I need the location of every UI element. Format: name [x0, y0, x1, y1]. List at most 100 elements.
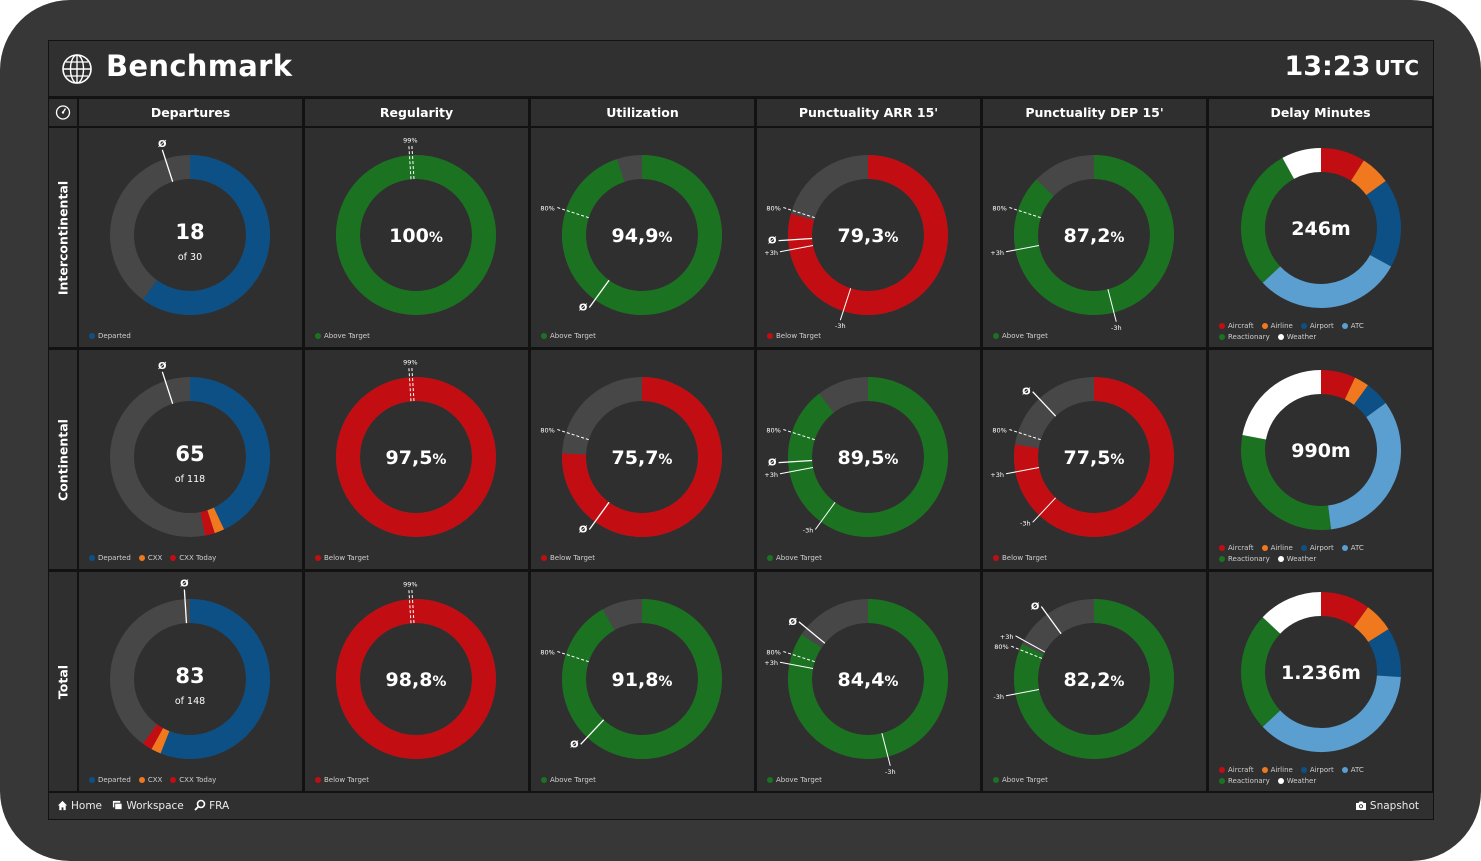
- legend-swatch: [1277, 778, 1284, 784]
- legend-item-airport: Airport: [1300, 765, 1334, 776]
- marker-3h-label: +3h: [990, 471, 1004, 479]
- snapshot-label: Snapshot: [1369, 800, 1419, 812]
- marker-80-label: 80%: [994, 643, 1008, 651]
- legend-item-airport: Airport: [1300, 321, 1334, 332]
- panel-total-utilization[interactable]: 80% Ø 91,8% Above Target: [531, 572, 754, 791]
- marker-3h-line: [814, 502, 836, 530]
- marker-3h-label: -3h: [803, 526, 814, 534]
- legend-swatch: [1219, 778, 1225, 784]
- legend: Departed CXX CXX Today: [89, 776, 224, 784]
- page-title: Benchmark: [106, 49, 293, 83]
- marker-3h-line: [1005, 689, 1040, 697]
- panel-continental-utilization[interactable]: 80% Ø 75,7% Below Target: [531, 350, 754, 569]
- marker-average-label: Ø: [1031, 601, 1040, 613]
- donut-value-arc: [336, 155, 496, 315]
- center-value: 1.236m: [1281, 662, 1361, 684]
- globe-icon[interactable]: [61, 53, 93, 85]
- panel-intercontinental-departures[interactable]: Ø 18 of 30 Departed: [79, 128, 302, 347]
- marker-80-line: [1010, 645, 1043, 659]
- dashboard: Benchmark 13:23 UTC Departures Regularity U…: [48, 40, 1434, 820]
- panel-continental-punctuality-dep-15[interactable]: Ø 80% +3h -3h 77,5% Below Target: [983, 350, 1206, 569]
- clock: 13:23 UTC: [1284, 51, 1419, 82]
- legend-swatch: [1341, 767, 1348, 773]
- legend-item-departed: Departed: [89, 554, 131, 562]
- panel-total-punctuality-dep-15[interactable]: Ø +3h 80% -3h 82,2% Above Target: [983, 572, 1206, 791]
- marker-99-label: 99%: [403, 137, 417, 145]
- marker-80-label: 80%: [540, 204, 554, 212]
- legend-label: Below Target: [550, 554, 595, 562]
- panel-continental-departures[interactable]: Ø 65 of 118 Departed CXX CXX Today: [79, 350, 302, 569]
- panel-intercontinental-utilization[interactable]: 80% Ø 94,9% Above Target: [531, 128, 754, 347]
- panel-continental-regularity[interactable]: 99% 97,5% Below Target: [305, 350, 528, 569]
- legend-label: Below Target: [1002, 554, 1047, 562]
- marker-80-line: [1008, 428, 1041, 441]
- marker-average-line: [580, 719, 605, 745]
- panel-intercontinental-punctuality-arr-15[interactable]: 80% Ø +3h -3h 79,3% Below Target: [757, 128, 980, 347]
- donut-chart: Ø 83 of 148: [110, 578, 270, 759]
- row-header-label: Continental: [55, 418, 71, 501]
- legend-swatch: [541, 333, 547, 339]
- legend-label: Above Target: [776, 554, 822, 562]
- segment-cxx: [151, 727, 170, 754]
- panel-intercontinental-regularity[interactable]: 99% 100% Above Target: [305, 128, 528, 347]
- clock-time: 13:23: [1284, 51, 1371, 82]
- marker-80-label: 80%: [992, 204, 1006, 212]
- panel-total-departures[interactable]: Ø 83 of 148 Departed CXX CXX Today: [79, 572, 302, 791]
- marker-3h-label: +3h: [764, 659, 778, 667]
- row-header-label: Total: [55, 664, 71, 699]
- marker-average-line: [161, 371, 174, 404]
- column-header-punctuality-dep-15: Punctuality DEP 15': [983, 99, 1206, 126]
- marker-80-label: 80%: [540, 426, 554, 434]
- center-value-number: 87,2: [1064, 225, 1111, 247]
- home-link[interactable]: Home: [57, 800, 105, 812]
- segment-reactionary: [1241, 435, 1332, 530]
- legend-label: CXX Today: [179, 776, 217, 784]
- segment-weather: [1242, 370, 1322, 441]
- donut-value-arc: [336, 377, 496, 537]
- legend-label: Reactionary: [1228, 777, 1270, 785]
- legend-swatch: [1261, 545, 1268, 551]
- segment-departed: [160, 599, 270, 759]
- legend-swatch: [1277, 334, 1284, 340]
- column-header-delay-minutes: Delay Minutes: [1209, 99, 1432, 126]
- legend-swatch: [993, 333, 999, 339]
- marker-3h-line: [1005, 467, 1040, 475]
- legend-swatch: [138, 555, 145, 561]
- panel-total-delay-minutes[interactable]: 1.236m Aircraft Airline Airport ATC Reactiona…: [1209, 572, 1432, 791]
- center-value: 87,2%: [1064, 225, 1125, 247]
- center-value: 89,5%: [838, 447, 899, 469]
- workspace-link[interactable]: Workspace: [112, 800, 187, 812]
- panel-total-punctuality-arr-15[interactable]: Ø 80% +3h -3h 84,4% Above Target: [757, 572, 980, 791]
- panel-intercontinental-punctuality-dep-15[interactable]: 80% +3h -3h 87,2% Above Target: [983, 128, 1206, 347]
- legend-swatch: [1219, 556, 1225, 562]
- legend-swatch: [541, 777, 547, 783]
- center-value: 84,4%: [838, 669, 899, 691]
- legend-swatch: [541, 555, 547, 561]
- panel-continental-punctuality-arr-15[interactable]: 80% Ø +3h -3h 89,5% Above Target: [757, 350, 980, 569]
- segment-airline: [1344, 377, 1369, 405]
- center-value-unit: %: [1110, 452, 1124, 468]
- legend: Below Target: [993, 554, 1055, 562]
- donut-value-arc: [788, 377, 948, 537]
- panel-intercontinental-delay-minutes[interactable]: 246m Aircraft Airline Airport ATC Reactionary…: [1209, 128, 1432, 347]
- donut-chart: 99% 98,8%: [336, 581, 496, 759]
- panel-total-regularity[interactable]: 99% 98,8% Below Target: [305, 572, 528, 791]
- snapshot-button[interactable]: Snapshot: [1355, 793, 1419, 819]
- marker-80-line: [1008, 206, 1041, 219]
- column-header-regularity: Regularity: [305, 99, 528, 126]
- panel-continental-delay-minutes[interactable]: 990m Aircraft Airline Airport ATC Reactionary…: [1209, 350, 1432, 569]
- donut-chart: 246m: [1241, 148, 1401, 308]
- marker-80-label: 80%: [992, 426, 1006, 434]
- search-link[interactable]: FRA: [194, 799, 229, 812]
- marker-average-label: Ø: [768, 457, 777, 469]
- footer-bar: Home Workspace FRA Snapshot: [49, 793, 1433, 819]
- legend: Aircraft Airline Airport ATC Reactionary Weat…: [1219, 321, 1372, 343]
- legend-item-above-target: Above Target: [993, 332, 1048, 340]
- donut-chart: 990m: [1241, 370, 1401, 530]
- legend-swatch: [1300, 323, 1307, 329]
- legend-label: Above Target: [550, 776, 596, 784]
- donut-value-arc: [1014, 377, 1174, 537]
- gauge-icon[interactable]: [49, 99, 77, 126]
- marker-3h-line: [1107, 289, 1117, 322]
- center-value-unit: %: [432, 452, 446, 468]
